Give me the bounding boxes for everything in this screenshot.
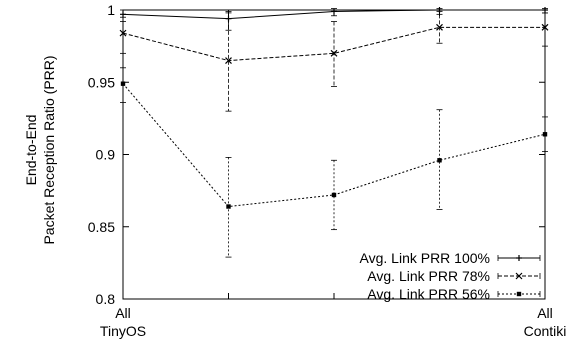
y-tick-label: 0.85: [88, 219, 115, 235]
x-axis-ticks: All TinyOS All Contiki: [100, 10, 566, 339]
data-point-marker: [436, 7, 443, 13]
series-line: [122, 83, 546, 208]
data-point-marker: [120, 11, 126, 18]
y-tick-label: 0.8: [96, 291, 116, 307]
data-point-marker: [225, 57, 232, 64]
data-point-marker: [542, 132, 548, 137]
data-point-marker: [516, 291, 522, 297]
data-point-marker: [516, 255, 522, 261]
x-tick-label: All: [115, 305, 131, 321]
y-tick-label: 0.9: [96, 147, 116, 163]
legend-label: Avg. Link PRR 56%: [367, 286, 490, 302]
data-point-marker: [119, 29, 127, 37]
legend-label: Avg. Link PRR 78%: [367, 268, 490, 284]
series-2: [119, 12, 549, 112]
y-axis-title-line-1: End-to-End: [23, 115, 39, 186]
data-point-marker: [331, 8, 337, 15]
data-point-marker: [330, 49, 338, 57]
series-3: [120, 67, 548, 258]
x-tick-label: All: [537, 305, 553, 321]
y-axis-title: End-to-End Packet Reception Ratio (PRR): [23, 55, 57, 244]
data-point-marker: [515, 272, 523, 280]
series-group: [119, 7, 549, 258]
data-point-marker: [542, 7, 548, 13]
series-line: [122, 26, 545, 62]
y-axis-title-line-2: Packet Reception Ratio (PRR): [41, 55, 57, 244]
legend: Avg. Link PRR 100% Avg. Link PRR 78% Avg. …: [360, 250, 541, 302]
data-point-marker: [120, 81, 126, 86]
y-tick-label: 1: [107, 2, 115, 18]
x-tick-label: TinyOS: [100, 323, 146, 339]
y-tick-label: 0.95: [88, 74, 115, 90]
data-point-marker: [331, 192, 337, 198]
legend-label: Avg. Link PRR 100%: [360, 250, 490, 266]
data-point-marker: [226, 204, 231, 209]
data-point-marker: [437, 158, 442, 163]
data-point-marker: [541, 23, 549, 31]
data-point-marker: [436, 23, 443, 31]
x-tick-label: Contiki: [524, 323, 567, 339]
